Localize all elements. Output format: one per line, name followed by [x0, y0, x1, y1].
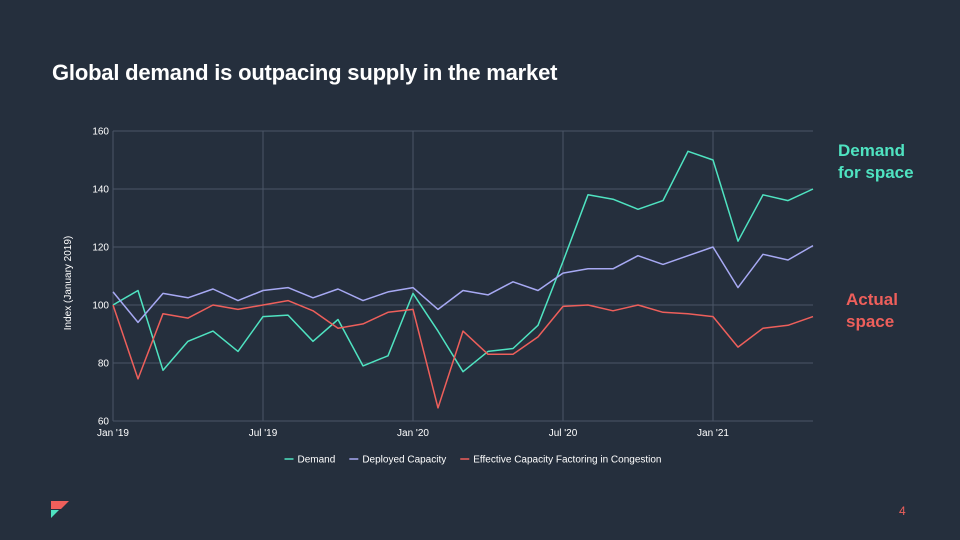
- axis-layer: 60 80 100 120 140 160 Jan '19 Jul '19 Jan '20 Jul…: [92, 127, 729, 440]
- callout-actual-line1: Actual: [846, 290, 898, 309]
- y-tick-label: 60: [98, 417, 110, 428]
- x-tick-label: Jul '20: [549, 428, 578, 439]
- legend-label: Effective Capacity Factoring in Congesti…: [473, 455, 661, 466]
- y-tick-label: 100: [92, 301, 109, 312]
- callout-demand-line1: Demand: [838, 141, 906, 160]
- logo-shape-red: [51, 501, 69, 509]
- x-tick-label: Jan '20: [397, 428, 429, 439]
- page-number: 4: [899, 504, 906, 518]
- legend: Demand Deployed Capacity Effective Capacit…: [284, 455, 662, 466]
- y-tick-label: 120: [92, 243, 109, 254]
- legend-label: Demand: [298, 455, 336, 466]
- legend-label: Deployed Capacity: [362, 455, 446, 466]
- x-tick-label: Jan '19: [97, 428, 129, 439]
- grid-layer: [112, 130, 813, 422]
- callout-actual: Actual space: [846, 289, 898, 333]
- y-axis-label: Index (January 2019): [63, 236, 74, 331]
- y-tick-label: 80: [98, 359, 110, 370]
- callout-actual-line2: space: [846, 312, 895, 331]
- brand-logo-icon: [51, 501, 69, 518]
- series-line-demand: [112, 150, 814, 373]
- slide-title: Global demand is outpacing supply in the…: [52, 60, 558, 85]
- y-tick-label: 160: [92, 127, 109, 138]
- series-line-effective-capacity-factoring-in-congestion: [112, 299, 814, 409]
- callout-demand-line2: for space: [838, 163, 914, 182]
- series-layer: [112, 150, 814, 409]
- callout-demand: Demand for space: [838, 140, 914, 184]
- x-tick-label: Jan '21: [697, 428, 729, 439]
- series-line-deployed-capacity: [112, 244, 814, 324]
- logo-shape-teal: [51, 510, 59, 518]
- y-tick-label: 140: [92, 185, 109, 196]
- x-tick-label: Jul '19: [249, 428, 278, 439]
